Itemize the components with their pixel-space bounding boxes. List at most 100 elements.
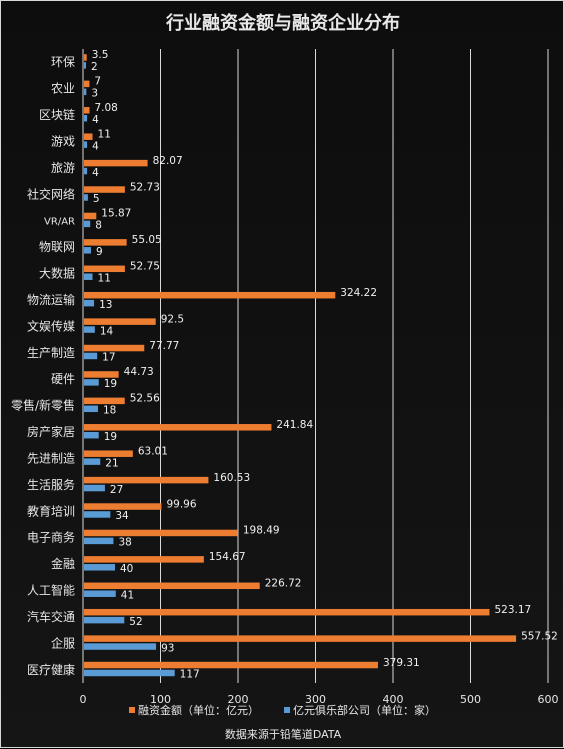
data-label-companies: 21 — [105, 457, 118, 469]
source-note: 数据来源于铅笔道DATA — [225, 727, 342, 741]
data-label-funding: 52.56 — [130, 393, 160, 405]
bar-companies — [84, 669, 175, 677]
bar-companies — [84, 141, 88, 148]
data-label-companies: 4 — [92, 140, 99, 152]
data-label-companies: 17 — [102, 352, 115, 364]
bar-companies — [84, 352, 98, 360]
x-tick-label: 200 — [228, 693, 249, 706]
category-label: 农业 — [51, 82, 75, 96]
x-tick-label: 0 — [80, 693, 87, 706]
data-label-funding: 15.87 — [101, 208, 131, 220]
bar-funding — [84, 608, 490, 616]
x-tick-label: 300 — [305, 693, 326, 706]
x-tick-label: 400 — [383, 693, 404, 706]
data-label-funding: 3.5 — [92, 49, 109, 61]
data-label-funding: 63.01 — [138, 445, 168, 457]
bars — [84, 54, 517, 677]
data-label-companies: 38 — [118, 537, 131, 549]
bar-companies — [84, 299, 95, 307]
category-label: 企服 — [51, 635, 75, 650]
data-label-companies: 3 — [91, 88, 98, 100]
category-label: 大数据 — [39, 266, 75, 281]
category-label: 生活服务 — [27, 477, 75, 492]
data-label-funding: 52.73 — [130, 181, 160, 193]
bar-funding — [84, 80, 90, 88]
data-label-companies: 13 — [99, 299, 112, 311]
bar-funding — [84, 529, 238, 537]
bar-companies — [84, 167, 88, 175]
bar-companies — [84, 405, 98, 413]
bar-companies — [84, 431, 99, 439]
bar-companies — [84, 458, 101, 465]
category-label: VR/AR — [44, 217, 75, 228]
bar-companies — [84, 247, 91, 254]
category-label: 零售/新零售 — [11, 398, 75, 413]
legend-label-funding: 融资金额（单位：亿元） — [138, 703, 259, 717]
data-label-funding: 379.31 — [383, 657, 420, 669]
data-label-companies: 117 — [180, 669, 200, 681]
data-label-funding: 7.08 — [94, 102, 117, 114]
category-label: 文娱传媒 — [27, 318, 75, 333]
x-tick-label: 500 — [460, 693, 481, 706]
bar-funding — [84, 265, 125, 273]
category-label: 社交网络 — [27, 186, 75, 201]
data-label-companies: 19 — [104, 378, 117, 390]
bar-companies — [84, 194, 88, 201]
data-label-companies: 4 — [92, 114, 99, 126]
chart-title: 行业融资金额与融资企业分布 — [165, 12, 400, 34]
bar-companies — [84, 88, 87, 96]
data-label-funding: 557.52 — [521, 630, 558, 642]
data-label-funding: 241.84 — [276, 419, 313, 431]
bar-funding — [84, 186, 125, 193]
data-label-companies: 52 — [129, 616, 142, 628]
data-label-companies: 41 — [121, 589, 134, 601]
bar-companies — [84, 114, 88, 122]
data-label-funding: 324.22 — [340, 287, 377, 299]
bar-companies — [84, 326, 95, 333]
data-label-funding: 55.05 — [132, 234, 162, 246]
bar-companies — [84, 564, 115, 571]
data-label-companies: 40 — [120, 563, 133, 575]
data-label-funding: 82.07 — [153, 155, 183, 167]
category-label: 区块链 — [39, 107, 75, 122]
bar-companies — [84, 643, 157, 650]
data-label-companies: 5 — [93, 193, 100, 205]
data-label-funding: 198.49 — [243, 525, 280, 537]
bar-companies — [84, 590, 116, 597]
category-label: 旅游 — [51, 161, 75, 175]
bar-funding — [84, 318, 156, 325]
category-label: 物流运输 — [27, 292, 75, 307]
bar-funding — [84, 133, 93, 140]
bar-funding — [84, 424, 272, 431]
data-label-funding: 226.72 — [265, 578, 302, 590]
category-label: 金融 — [51, 556, 75, 571]
bar-funding — [84, 159, 148, 167]
data-label-funding: 523.17 — [494, 604, 531, 616]
bar-funding — [84, 212, 97, 220]
bar-funding — [84, 397, 125, 405]
data-label-companies: 2 — [91, 61, 98, 73]
bar-funding — [84, 54, 87, 61]
category-label: 教育培训 — [27, 503, 75, 518]
data-label-companies: 11 — [98, 272, 111, 284]
bar-funding — [84, 107, 90, 114]
bar-companies — [84, 616, 125, 624]
x-tick-label: 600 — [538, 693, 559, 706]
bar-funding — [84, 450, 133, 457]
category-label: 游戏 — [51, 134, 75, 148]
legend-swatch-funding — [129, 707, 135, 713]
bar-companies — [84, 62, 86, 69]
bar-funding — [84, 661, 378, 669]
category-label: 电子商务 — [27, 530, 75, 545]
legend-label-companies: 亿元俱乐部公司（单位：家） — [293, 703, 436, 717]
data-label-funding: 44.73 — [124, 366, 154, 378]
bar-companies — [84, 484, 105, 492]
data-label-funding: 11 — [98, 128, 111, 140]
data-label-companies: 18 — [103, 405, 116, 417]
bar-companies — [84, 511, 111, 518]
data-label-funding: 154.67 — [209, 551, 246, 563]
legend: 融资金额（单位：亿元） 亿元俱乐部公司（单位：家） — [129, 703, 436, 717]
bar-funding — [84, 239, 127, 246]
